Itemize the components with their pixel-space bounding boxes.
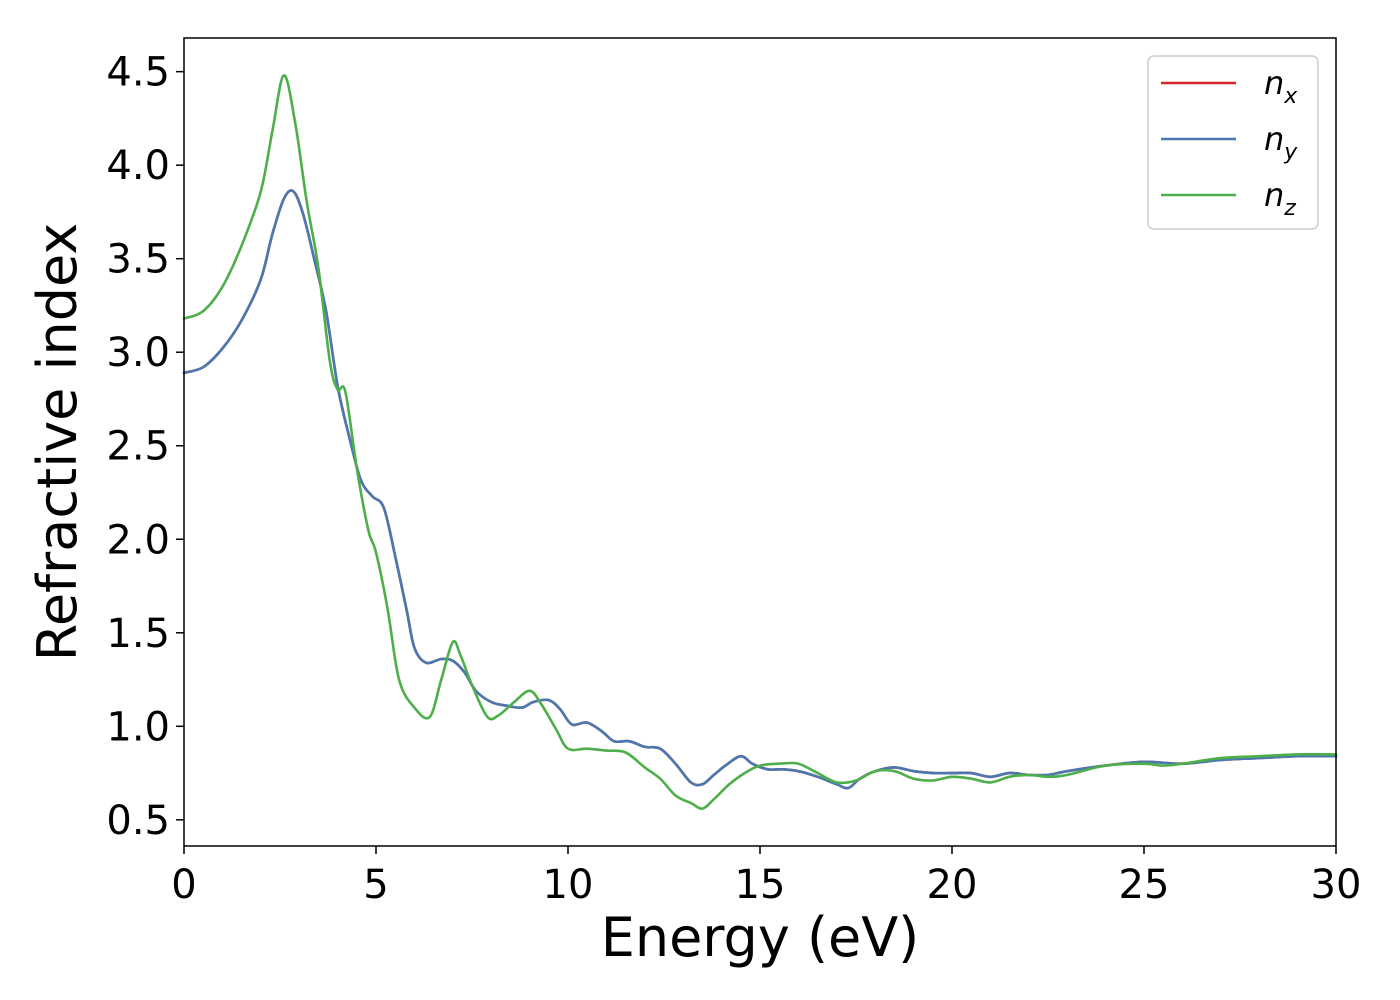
series-line-nz bbox=[182, 74, 1338, 810]
y-tick-label: 1.0 bbox=[106, 704, 170, 750]
y-tick-label: 2.0 bbox=[106, 517, 170, 563]
y-axis-title: Refractive index bbox=[26, 223, 89, 662]
y-tick-label: 1.5 bbox=[106, 611, 170, 657]
y-tick-label: 4.0 bbox=[106, 143, 170, 189]
x-tick-label: 25 bbox=[1119, 862, 1170, 908]
y-tick-label: 0.5 bbox=[106, 798, 170, 844]
legend-label-nz: nz bbox=[1264, 176, 1296, 221]
legend-box bbox=[1147, 55, 1319, 230]
series-line-ny bbox=[182, 189, 1338, 790]
y-tick-label: 3.5 bbox=[106, 237, 170, 283]
x-tick-label: 30 bbox=[1311, 862, 1362, 908]
legend-label-nx: nx bbox=[1264, 64, 1298, 109]
legend-label-ny: ny bbox=[1264, 120, 1298, 165]
legend: nx ny nz bbox=[1147, 55, 1319, 230]
x-axis-title: Energy (eV) bbox=[601, 906, 920, 969]
x-tick-label: 5 bbox=[363, 862, 388, 908]
x-tick-label: 15 bbox=[735, 862, 786, 908]
series-layer bbox=[182, 74, 1338, 810]
x-tick-label: 0 bbox=[171, 862, 196, 908]
x-tick-label: 10 bbox=[543, 862, 594, 908]
y-axis: 0.5 1.0 1.5 2.0 2.5 3.0 3.5 4.0 4.5 bbox=[106, 50, 184, 844]
y-tick-label: 2.5 bbox=[106, 424, 170, 470]
x-axis: 0 5 10 15 20 25 30 bbox=[171, 846, 1361, 908]
x-tick-label: 20 bbox=[927, 862, 978, 908]
y-tick-label: 3.0 bbox=[106, 330, 170, 376]
y-tick-label: 4.5 bbox=[106, 50, 170, 96]
plot-background bbox=[184, 38, 1336, 846]
